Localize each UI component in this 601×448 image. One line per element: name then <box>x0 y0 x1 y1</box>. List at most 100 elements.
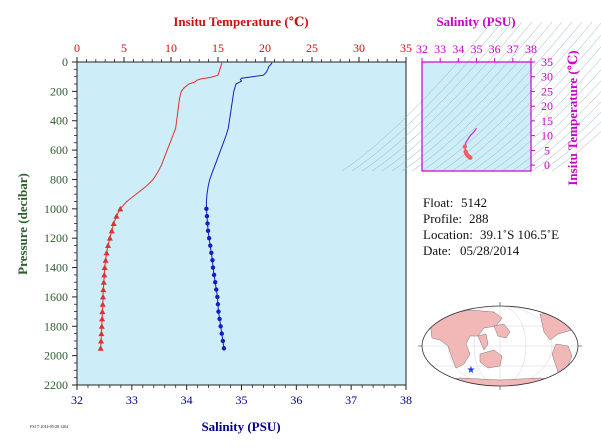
date-value: 05/28/2014 <box>460 243 520 258</box>
salinity-tick-label: 37 <box>345 393 357 407</box>
pressure-axis-label: Pressure (decibar) <box>15 173 30 275</box>
salinity-marker <box>208 243 213 248</box>
salinity-marker <box>210 265 216 270</box>
profile-plot-area <box>77 62 406 385</box>
ts-isoline <box>511 91 601 172</box>
profile-label: Profile: <box>423 211 462 226</box>
ts-isoline <box>491 69 601 172</box>
temperature-marker <box>101 264 108 271</box>
ts-temperature-tick-label: 10 <box>541 129 553 143</box>
salinity-marker <box>221 346 227 351</box>
location-value: 39.1˚S 106.5˚E <box>480 227 559 242</box>
ts-temperature-tick-label: 20 <box>541 99 553 113</box>
salinity-marker <box>205 228 211 234</box>
ts-salinity-tick-label: 38 <box>525 42 537 56</box>
ts-point <box>462 144 468 149</box>
ts-isoline <box>351 21 503 172</box>
temperature-marker <box>100 286 107 293</box>
profile-value: 288 <box>469 211 489 226</box>
temperature-marker <box>97 345 104 351</box>
temperature-marker <box>101 271 108 278</box>
ts-temperature-tick-label: 15 <box>541 114 553 128</box>
salinity-tick-label: 33 <box>126 393 138 407</box>
temperature-marker <box>98 337 105 344</box>
pressure-tick-label: 400 <box>50 114 68 128</box>
ts-salinity-tick-label: 37 <box>507 42 519 56</box>
salinity-tick-label: 36 <box>290 393 302 407</box>
temperature-tick-label: 30 <box>353 41 365 55</box>
salinity-marker <box>214 287 219 292</box>
profile-chart: 0 5 10 15 20 25 30 35 32 33 34 35 36 37 38 0 200 400 600… <box>15 14 412 434</box>
salinity-marker <box>206 235 212 241</box>
salinity-tick-label: 38 <box>400 393 412 407</box>
salinity-marker <box>210 258 215 263</box>
ts-isoline <box>521 101 601 172</box>
float-location-marker: ★ <box>467 365 476 376</box>
temperature-marker <box>117 205 124 212</box>
ts-temperature-tick-label: 5 <box>544 143 550 157</box>
pressure-tick-label: 200 <box>50 84 68 98</box>
pressure-tick-label: 600 <box>50 143 68 157</box>
pressure-tick-label: 1200 <box>44 231 68 245</box>
temperature-tick-label: 15 <box>212 41 224 55</box>
pressure-tick-label: 1400 <box>44 261 68 275</box>
temperature-marker <box>110 220 117 226</box>
salinity-marker <box>209 250 214 256</box>
temperature-marker <box>108 227 115 234</box>
ts-isoline <box>551 131 601 172</box>
map-land-se-asia <box>493 323 511 339</box>
salinity-marker <box>205 221 210 226</box>
salinity-marker <box>220 338 226 344</box>
salinity-marker <box>216 309 221 314</box>
ts-temperature-tick-label: 35 <box>541 55 553 69</box>
ts-isoline <box>411 21 563 172</box>
ts-isoline <box>441 21 593 172</box>
salinity-marker <box>218 324 223 329</box>
salinity-tick-label: 34 <box>181 393 193 407</box>
temperature-marker <box>102 257 109 263</box>
ts-isoline <box>471 46 601 172</box>
ts-isoline <box>371 21 523 172</box>
temperature-axis-label: Insitu Temperature (℃) <box>173 14 308 29</box>
temperature-marker <box>99 315 106 322</box>
salinity-marker <box>217 316 222 322</box>
ts-temperature-tick-label: 30 <box>541 70 553 84</box>
map-land-eurasia-africa <box>429 309 503 369</box>
ts-isoline <box>401 21 553 172</box>
float-label: Float: <box>423 195 453 210</box>
ts-isoline <box>481 58 601 172</box>
temperature-axis-ticks: 0 5 10 15 20 25 30 35 <box>74 41 412 62</box>
temperature-marker <box>98 330 105 337</box>
temperature-marker <box>99 308 106 315</box>
ts-isoline <box>501 80 601 172</box>
salinity-marker <box>204 206 209 212</box>
ts-temperature-tick-label: 0 <box>544 158 550 172</box>
temperature-marker <box>103 249 110 256</box>
ts-isoline <box>431 21 583 172</box>
world-map: ★ <box>418 302 582 390</box>
ts-points <box>462 144 473 160</box>
temperature-marker <box>99 301 106 307</box>
float-info: Float: 5142 Profile: 288 Location: 39.1˚… <box>423 195 559 258</box>
salinity-axis-label: Salinity (PSU) <box>201 419 280 434</box>
ts-isoline <box>381 21 533 172</box>
temperature-marker <box>106 235 113 241</box>
pressure-tick-label: 0 <box>62 55 68 69</box>
temperature-marker <box>98 323 105 329</box>
pressure-tick-label: 1600 <box>44 290 68 304</box>
temperature-tick-label: 10 <box>165 41 177 55</box>
date-label: Date: <box>423 243 451 258</box>
temperature-markers <box>97 205 124 351</box>
temperature-tick-label: 25 <box>306 41 318 55</box>
temperature-tick-label: 5 <box>121 41 127 55</box>
temperature-marker <box>113 213 120 219</box>
temperature-tick-label: 20 <box>259 41 271 55</box>
profile-plot-frame <box>76 61 407 386</box>
pressure-tick-label: 800 <box>50 172 68 186</box>
pressure-tick-label: 1800 <box>44 319 68 333</box>
location-label: Location: <box>423 227 473 242</box>
salinity-marker <box>215 294 220 300</box>
map-ticks <box>418 302 582 390</box>
